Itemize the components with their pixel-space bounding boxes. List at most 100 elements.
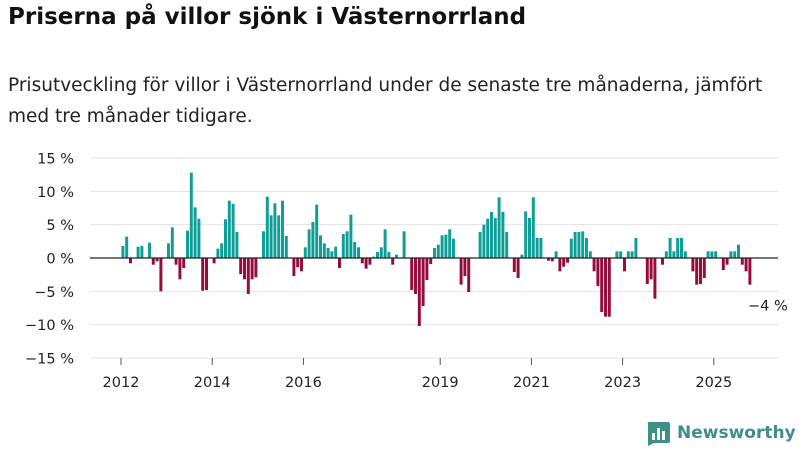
bar (725, 258, 729, 265)
y-tick-label: 0 % (46, 252, 74, 268)
bar (345, 231, 349, 258)
bar (699, 258, 702, 284)
bar (721, 258, 725, 270)
bar (129, 258, 132, 264)
bar (330, 251, 334, 258)
bar (710, 251, 714, 258)
bar (467, 258, 471, 292)
bar (341, 234, 345, 258)
bar (695, 258, 699, 285)
bar (436, 244, 440, 258)
bar (189, 172, 193, 258)
bar (630, 251, 634, 258)
bar (383, 229, 387, 258)
labels-layer: 15 % 10 % 5 % 0 % −5 % −10 % −15 % 2012 2014 2016… (25, 152, 788, 392)
bar (421, 258, 425, 306)
bar (148, 242, 151, 258)
bar (573, 232, 577, 258)
bar (569, 238, 573, 258)
y-tick-label: 5 % (46, 218, 74, 234)
bar (554, 251, 558, 258)
bar (167, 243, 170, 258)
bar (391, 258, 395, 265)
bar (307, 229, 311, 258)
bar (125, 236, 129, 258)
bar (387, 252, 391, 258)
bar (550, 258, 554, 262)
bar (250, 258, 254, 280)
bar (714, 251, 718, 258)
bar (277, 215, 281, 258)
bar (186, 230, 189, 258)
bar (319, 235, 322, 258)
bar (448, 229, 452, 258)
bar (490, 212, 493, 258)
bar (577, 232, 581, 258)
y-tick-label: −15 % (25, 352, 74, 368)
bar (615, 251, 619, 258)
bar (284, 236, 288, 258)
bar (334, 246, 338, 258)
bar (516, 258, 520, 278)
bar (376, 252, 379, 258)
bar (159, 258, 163, 292)
bar (737, 244, 740, 258)
bar (691, 258, 695, 272)
y-tick-label: 10 % (37, 185, 74, 201)
bar (265, 196, 269, 258)
bar (178, 258, 182, 280)
bar (379, 247, 383, 258)
bar (170, 227, 174, 258)
bar (262, 231, 265, 258)
bar (155, 258, 159, 262)
brand-name: Newsworthy (677, 423, 796, 443)
bar (220, 243, 224, 258)
grid-layer (90, 157, 778, 359)
bar (645, 258, 649, 284)
bar (444, 234, 448, 258)
bar (174, 258, 178, 265)
bar (535, 238, 539, 258)
x-tick-label: 2016 (285, 375, 322, 391)
bar (235, 232, 239, 258)
bar (588, 251, 592, 258)
bar (315, 204, 319, 258)
bar (440, 235, 444, 258)
x-tick-label: 2012 (103, 375, 140, 391)
bar (182, 258, 186, 268)
bar (395, 254, 398, 258)
bar (414, 258, 417, 294)
bar (121, 246, 125, 258)
bar (566, 258, 569, 263)
bar (478, 232, 482, 258)
bar (224, 219, 227, 258)
y-tick-label: −5 % (34, 285, 74, 301)
newsworthy-brand: Newsworthy (645, 420, 796, 446)
x-tick-label: 2019 (422, 375, 459, 391)
bar (683, 251, 687, 258)
bar (585, 238, 588, 258)
bar (748, 258, 752, 285)
bar (501, 212, 505, 258)
y-tick-label: −10 % (25, 318, 74, 334)
bar (600, 258, 604, 312)
y-tick-label: 15 % (37, 152, 74, 168)
bar (524, 211, 528, 258)
x-tick-label: 2014 (194, 375, 231, 391)
bar (212, 258, 216, 264)
bar (653, 258, 657, 299)
bar (558, 258, 562, 272)
bar (664, 251, 668, 258)
bar (205, 258, 208, 290)
bar (201, 258, 205, 291)
bar (482, 224, 486, 258)
bar (140, 246, 144, 258)
bar (619, 251, 623, 258)
bar (528, 218, 531, 258)
bar (243, 258, 246, 280)
bar (216, 248, 220, 258)
bar (368, 258, 372, 265)
bar (562, 258, 566, 267)
bar (227, 200, 231, 258)
